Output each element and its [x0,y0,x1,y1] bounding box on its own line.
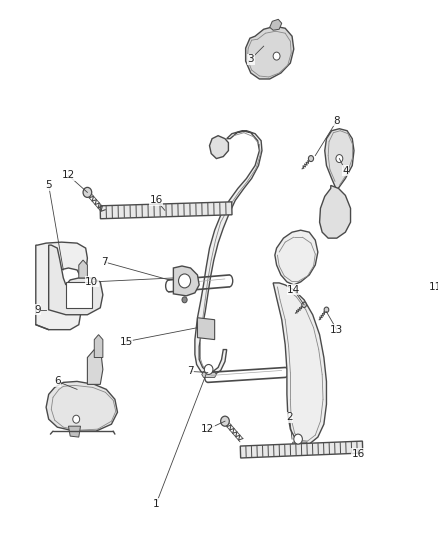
Polygon shape [291,442,308,451]
Circle shape [182,297,187,303]
Circle shape [302,302,307,308]
Text: 16: 16 [352,449,365,459]
Text: 10: 10 [85,277,98,287]
Polygon shape [94,335,103,358]
Text: 12: 12 [201,424,215,434]
Text: 11: 11 [429,282,438,292]
Text: 2: 2 [286,412,293,422]
Polygon shape [246,26,294,79]
Text: 6: 6 [54,376,60,386]
Polygon shape [66,282,92,308]
Polygon shape [49,245,103,315]
Polygon shape [275,230,318,285]
Polygon shape [202,372,216,377]
Polygon shape [325,129,354,190]
Circle shape [221,416,230,426]
Polygon shape [195,131,262,375]
Circle shape [324,307,329,312]
Text: 16: 16 [149,196,163,205]
Polygon shape [46,382,117,431]
Text: 12: 12 [62,171,75,181]
Text: 13: 13 [330,325,343,335]
Text: 7: 7 [187,367,194,376]
Polygon shape [209,136,229,158]
Circle shape [294,434,302,444]
Circle shape [179,274,191,288]
Text: 8: 8 [333,116,340,126]
Polygon shape [270,19,282,30]
Polygon shape [240,441,363,458]
Circle shape [73,415,80,423]
Polygon shape [100,202,232,219]
Polygon shape [320,185,350,238]
Circle shape [273,52,280,60]
Polygon shape [36,242,88,330]
Circle shape [205,365,213,375]
Polygon shape [79,260,88,278]
Polygon shape [273,283,326,444]
Polygon shape [68,426,81,437]
Polygon shape [88,350,103,384]
Circle shape [83,188,92,197]
Polygon shape [173,266,199,296]
Text: 3: 3 [247,54,254,64]
Text: 14: 14 [287,285,300,295]
Circle shape [308,156,314,161]
Text: 9: 9 [34,305,41,315]
Polygon shape [198,318,215,340]
Circle shape [336,155,343,163]
Text: 4: 4 [342,166,349,175]
Text: 5: 5 [46,181,52,190]
Text: 15: 15 [120,337,133,346]
Text: 7: 7 [101,257,108,267]
Text: 1: 1 [153,499,159,509]
